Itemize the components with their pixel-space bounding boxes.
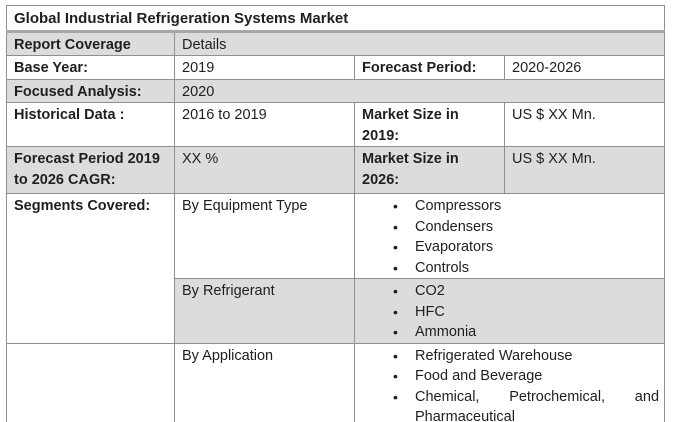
equipment-type-items-cell: • Compressors • Condensers • Evaporators • C…	[353, 193, 666, 279]
list-item: • Chemical, Petrochemical, and Pharmaceut…	[362, 387, 659, 422]
list-item-label: Compressors	[415, 198, 502, 214]
bullet-icon: •	[393, 239, 398, 255]
cagr-row: Forecast Period 2019 to 2026 CAGR: XX % …	[6, 146, 666, 194]
report-coverage-row: Report Coverage Details	[6, 30, 666, 56]
application-items-cell: • Refrigerated Warehouse • Food and Bevera…	[353, 342, 666, 422]
list-item: • Compressors	[362, 196, 659, 217]
segment-refrigerant-row: By Refrigerant • CO2 • HFC • Ammonia	[7, 278, 666, 344]
list-item-label: HFC	[415, 303, 445, 320]
focused-analysis-label: Focused Analysis:	[6, 78, 175, 103]
list-item: • Condensers	[362, 217, 659, 238]
bullet-icon: •	[393, 368, 398, 384]
base-year-label: Base Year:	[6, 55, 175, 80]
title-row: Global Industrial Refrigeration Systems …	[5, 5, 666, 33]
segment-group-application: By Application	[174, 342, 355, 422]
report-coverage-label: Report Coverage	[6, 30, 175, 56]
list-item: • Refrigerated Warehouse	[362, 346, 659, 367]
list-item-label: Food and Beverage	[415, 368, 543, 384]
bullet-icon: •	[393, 198, 398, 214]
list-item-label: CO2	[415, 283, 445, 299]
cagr-value: XX %	[174, 146, 355, 194]
table-title: Global Industrial Refrigeration Systems …	[5, 5, 666, 33]
focused-analysis-value: 2020	[173, 78, 666, 103]
bullet-icon: •	[393, 283, 398, 299]
bullet-icon: •	[393, 303, 398, 320]
forecast-period-label: Forecast Period:	[354, 55, 505, 80]
refrigerant-list: • CO2 • HFC • Ammonia	[362, 281, 659, 342]
market-size-2019-label: Market Size in 2019:	[354, 102, 505, 147]
list-item-label: Refrigerated Warehouse	[415, 347, 573, 364]
list-item-label: Evaporators	[415, 239, 494, 255]
market-size-2019-value: US $ XX Mn.	[503, 102, 666, 147]
list-item: • CO2	[362, 281, 659, 302]
segments-empty-cell	[6, 342, 175, 422]
segment-equipment-row: Segments Covered: By Equipment Type • Com…	[6, 193, 666, 344]
historical-data-row: Historical Data : 2016 to 2019 Market Si…	[6, 102, 666, 147]
list-item-label: Condensers	[415, 218, 494, 235]
bullet-icon: •	[393, 259, 398, 276]
market-report-table: Global Industrial Refrigeration Systems …	[5, 5, 666, 422]
historical-data-value: 2016 to 2019	[174, 102, 355, 147]
refrigerant-items-cell: • CO2 • HFC • Ammonia	[353, 278, 666, 344]
application-list: • Refrigerated Warehouse • Food and Bevera…	[362, 346, 659, 422]
equipment-type-list: • Compressors • Condensers • Evaporators • C…	[362, 196, 659, 278]
list-item: • Food and Beverage	[362, 366, 659, 387]
bullet-icon: •	[393, 388, 398, 405]
base-year-value: 2019	[174, 55, 355, 80]
segment-group-equipment-type: By Equipment Type	[174, 193, 355, 279]
list-item-label: Ammonia	[415, 324, 477, 340]
segment-application-row: By Application • Refrigerated Warehouse •…	[6, 342, 666, 422]
market-size-2026-label: Market Size in 2026:	[354, 146, 505, 194]
base-year-row: Base Year: 2019 Forecast Period: 2020-20…	[6, 55, 666, 80]
list-item-label: Controls	[415, 259, 469, 276]
focused-analysis-row: Focused Analysis: 2020	[6, 78, 666, 103]
list-item: • Controls	[362, 258, 659, 278]
report-coverage-value: Details	[173, 30, 666, 56]
bullet-icon: •	[393, 324, 398, 340]
market-size-2026-value: US $ XX Mn.	[503, 146, 666, 194]
list-item: • HFC	[362, 302, 659, 323]
segment-group-refrigerant: By Refrigerant	[174, 278, 355, 344]
list-item-label: Chemical, Petrochemical, and Pharmaceuti…	[415, 388, 660, 422]
list-item: • Evaporators	[362, 237, 659, 258]
bullet-icon: •	[393, 218, 398, 235]
list-item: • Ammonia	[362, 322, 659, 342]
forecast-period-value: 2020-2026	[503, 55, 666, 80]
segments-covered-label: Segments Covered:	[6, 193, 175, 344]
cagr-label: Forecast Period 2019 to 2026 CAGR:	[6, 146, 175, 194]
historical-data-label: Historical Data :	[6, 102, 175, 147]
bullet-icon: •	[393, 347, 398, 364]
